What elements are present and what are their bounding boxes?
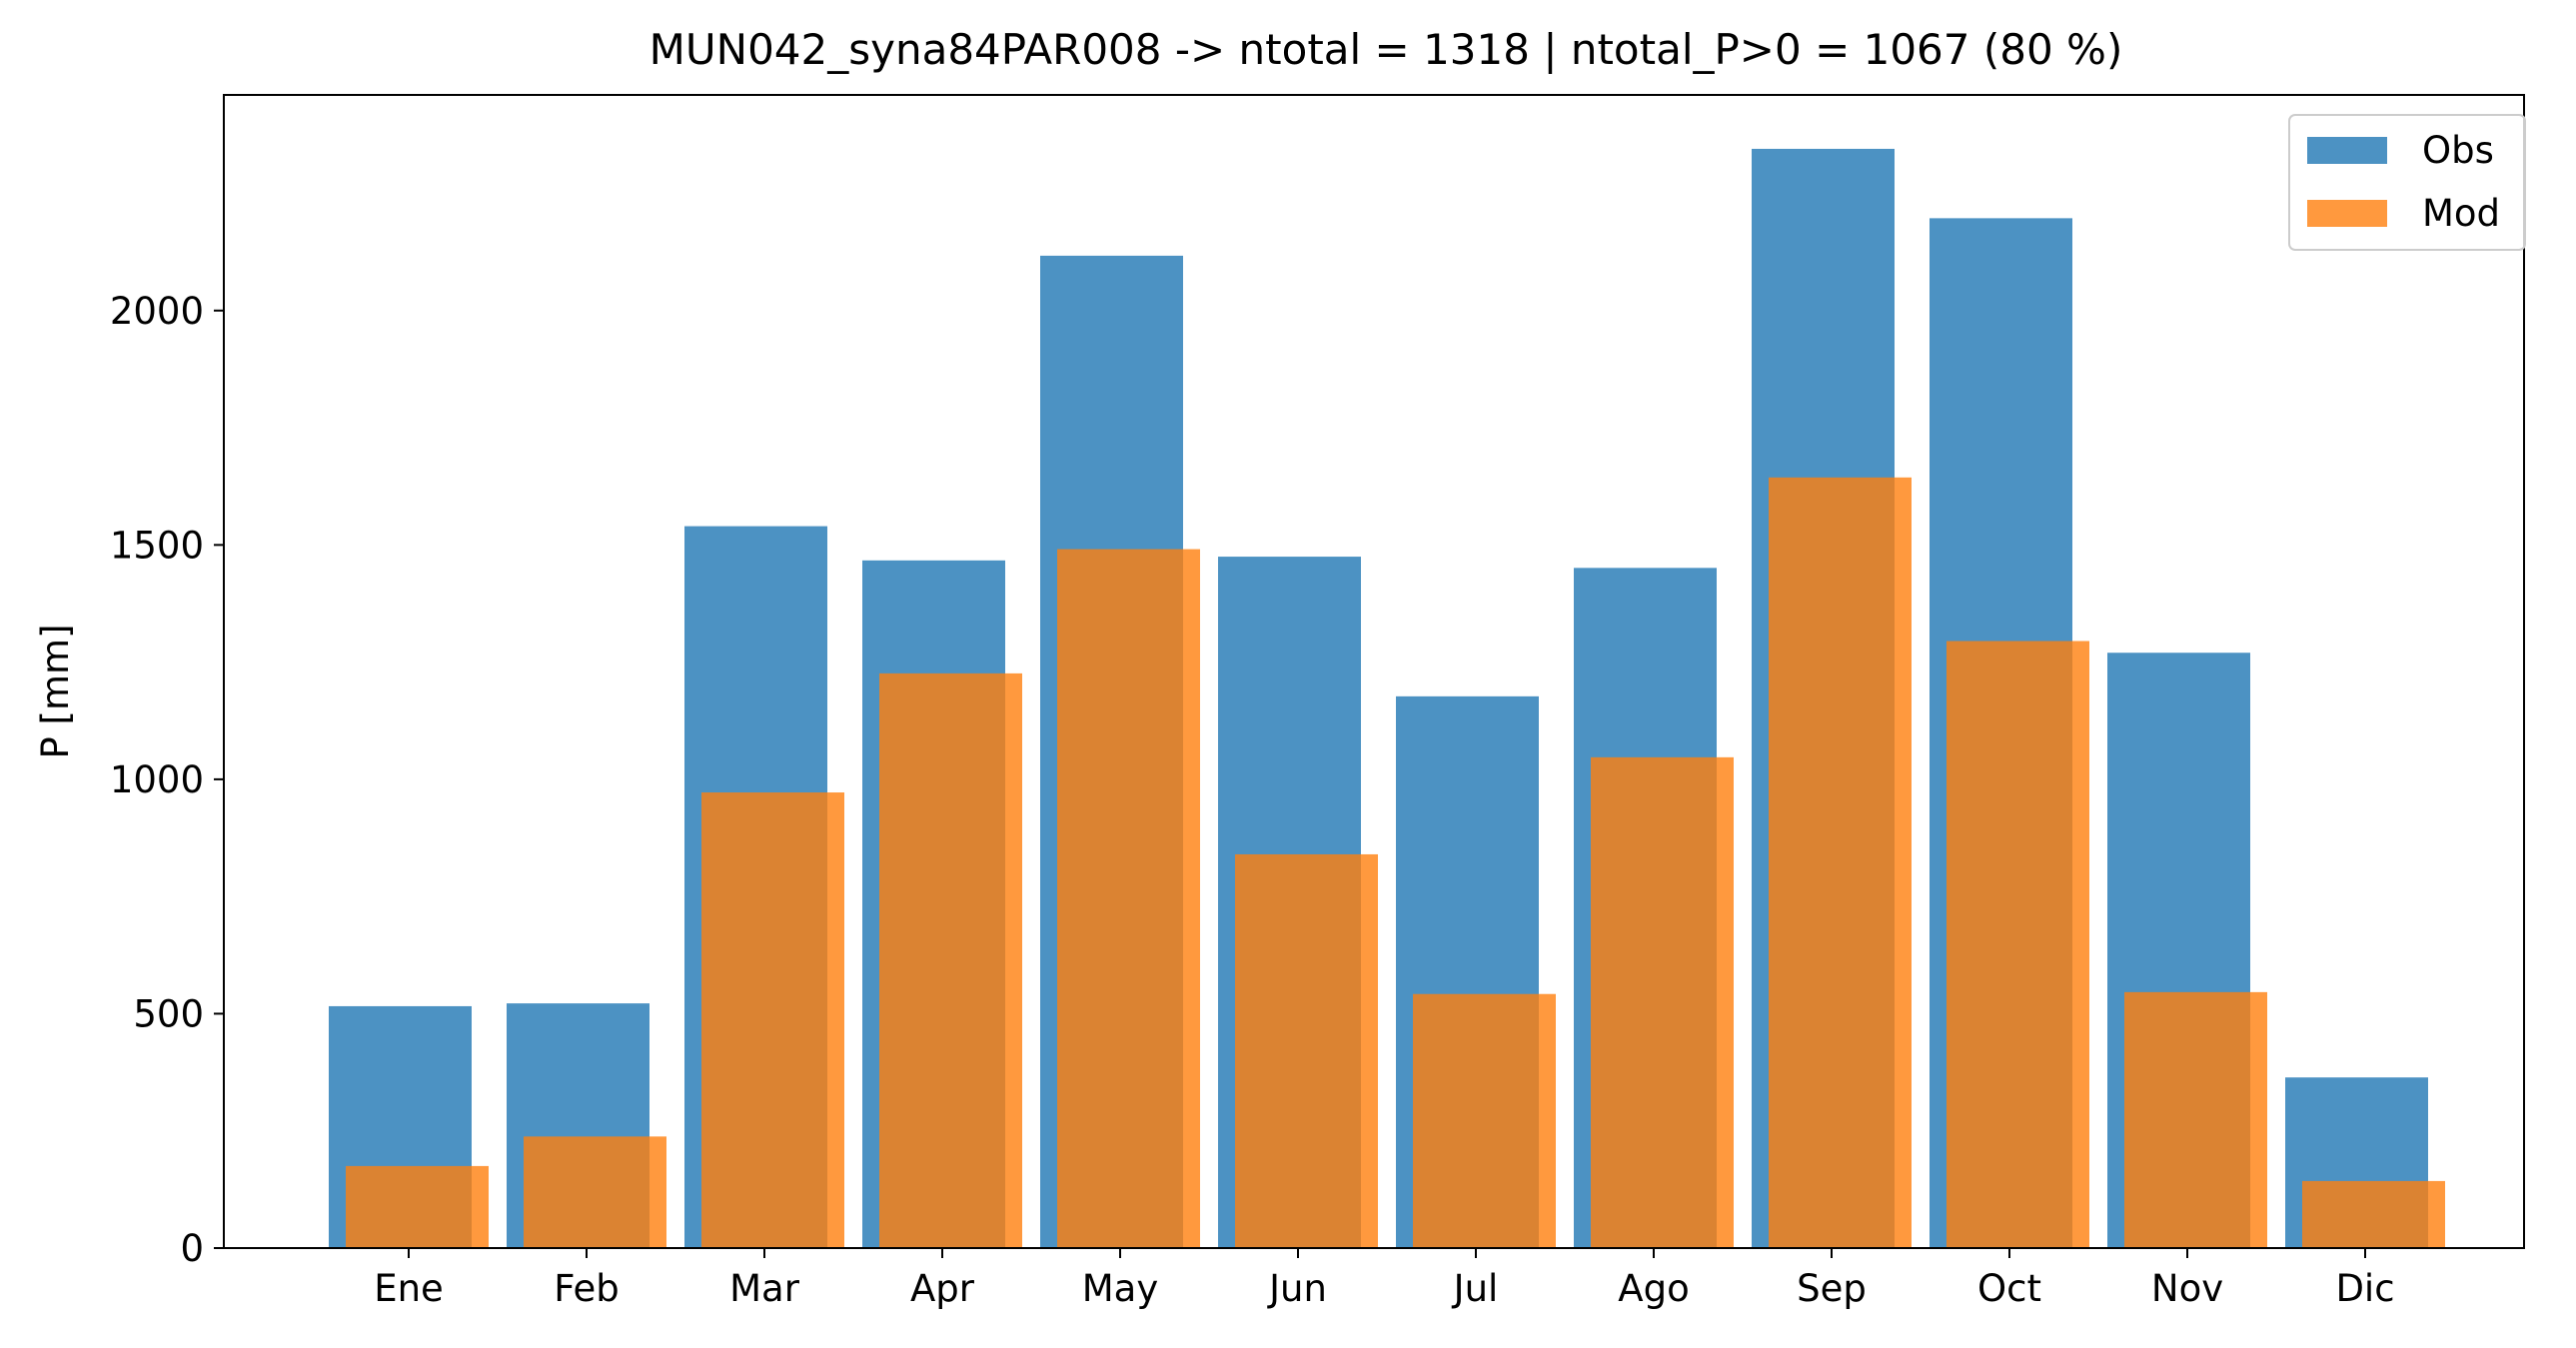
x-tick-label: Apr (910, 1267, 975, 1310)
y-axis-label: P [mm] (34, 624, 77, 758)
bar-mod-jul (1413, 993, 1556, 1248)
x-tick-label: Jul (1452, 1267, 1499, 1310)
x-tick-label: Dic (2335, 1267, 2394, 1310)
x-axis: Ene Feb Mar Apr May Jun Jul Ago Sep Oct Nov Dic (374, 1248, 2395, 1310)
bar-mod-jun (1235, 853, 1378, 1248)
bar-mod-may (1057, 549, 1200, 1248)
bars (329, 148, 2445, 1249)
x-tick-label: May (1082, 1267, 1159, 1310)
bar-mod-ene (346, 1165, 489, 1248)
x-tick-label: Ago (1618, 1267, 1689, 1310)
legend-label-mod: Mod (2422, 192, 2500, 235)
y-axis: 0 500 1000 1500 2000 (110, 290, 224, 1270)
legend-swatch-mod (2307, 200, 2387, 227)
x-tick-label: Nov (2151, 1267, 2223, 1310)
y-tick-label: 0 (180, 1227, 204, 1270)
y-tick-label: 1500 (110, 524, 204, 567)
bar-mod-apr (879, 673, 1022, 1248)
bar-mod-sep (1769, 477, 1912, 1248)
bar-mod-nov (2124, 991, 2267, 1248)
plot-frame (223, 94, 2525, 1249)
bar-mod-mar (701, 792, 844, 1248)
legend: Obs Mod (2288, 114, 2526, 251)
x-tick-label: Oct (1977, 1267, 2041, 1310)
bar-mod-oct (1946, 641, 2089, 1248)
y-tick-label: 1000 (110, 758, 204, 801)
bar-mod-dic (2302, 1180, 2445, 1248)
bar-mod-ago (1591, 756, 1734, 1248)
x-tick-label: Feb (554, 1267, 620, 1310)
y-tick-label: 2000 (110, 290, 204, 333)
x-tick-label: Jun (1267, 1267, 1327, 1310)
x-tick-label: Ene (374, 1267, 444, 1310)
chart-title: MUN042_syna84PAR008 -> ntotal = 1318 | n… (649, 25, 2123, 74)
legend-label-obs: Obs (2422, 129, 2494, 172)
legend-swatch-obs (2307, 137, 2387, 164)
x-tick-label: Mar (729, 1267, 800, 1310)
y-tick-label: 500 (133, 992, 204, 1035)
bar-mod-feb (524, 1136, 666, 1248)
x-tick-label: Sep (1797, 1267, 1867, 1310)
